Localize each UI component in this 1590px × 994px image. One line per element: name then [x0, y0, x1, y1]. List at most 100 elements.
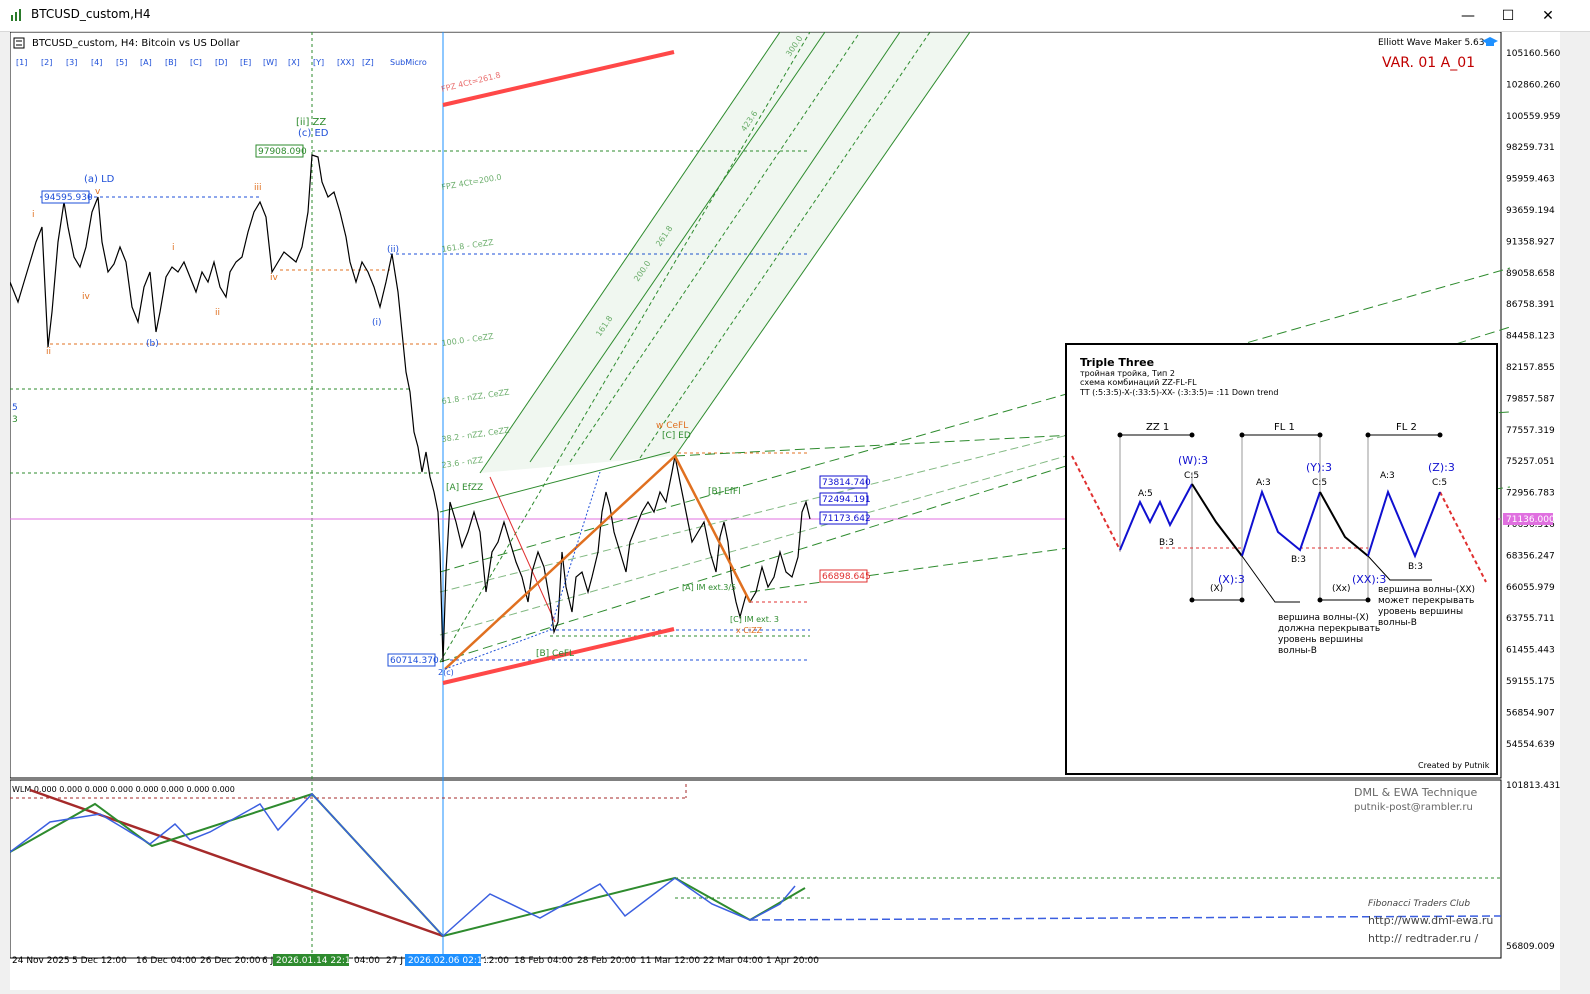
- window-title: BTCUSD_custom,H4: [31, 7, 151, 21]
- panel-subtitle: тройная тройка, Тип 2: [1080, 369, 1175, 378]
- time-highlight: 2026.02.06 02:14: [408, 956, 489, 966]
- price-tick: 84458.123: [1506, 332, 1555, 342]
- graduation-cap-icon: [1482, 37, 1498, 46]
- panel-c5c: C:5: [1432, 478, 1447, 488]
- footer-brand: DML & EWA Technique: [1354, 786, 1478, 799]
- chart-window[interactable]: FPZ 4Ct=261.8 FPZ 4Ct=200.0 161.8 - CeZZ…: [9, 31, 1561, 990]
- oscillator-label: WLM 0.000 0.000 0.000 0.000 0.000 0.000 …: [12, 785, 235, 794]
- panel-a3b: A:3: [1380, 471, 1395, 481]
- panel-z: (Z):3: [1428, 461, 1455, 474]
- wave-buttons[interactable]: [1] [2] [3] [4] [5] [A] [B] [C] [D] [E] [W] [X] [Y] […: [16, 58, 427, 67]
- wave-button[interactable]: [4]: [91, 58, 102, 67]
- time-tick: 16 Dec 04:00: [136, 956, 197, 966]
- chart-canvas[interactable]: FPZ 4Ct=261.8 FPZ 4Ct=200.0 161.8 - CeZZ…: [9, 31, 1561, 990]
- price-box-low: 60714.370: [390, 656, 439, 666]
- panel-a5: A:5: [1138, 489, 1153, 499]
- price-tick: 105160.560: [1506, 49, 1560, 59]
- price-tick: 59155.175: [1506, 677, 1555, 687]
- wave-button[interactable]: [2]: [41, 58, 52, 67]
- wave-label: 3: [12, 415, 18, 425]
- wave-label: 5: [12, 403, 18, 413]
- wave-label: [C] IM ext. 3: [730, 615, 779, 624]
- price-tick: 82157.855: [1506, 363, 1555, 373]
- chart-menu-icon[interactable]: [13, 37, 25, 49]
- app-chart-icon: [11, 9, 21, 21]
- red-trendline-top[interactable]: [442, 50, 675, 107]
- time-highlight-green: [273, 954, 349, 966]
- footer-url1[interactable]: http://www.dml-ewa.ru: [1368, 914, 1493, 927]
- panel-w: (W):3: [1178, 454, 1208, 467]
- panel-c5b: C:5: [1312, 478, 1327, 488]
- price-box-l2: 72494.191: [822, 495, 871, 505]
- panel-x: (X):3: [1218, 573, 1245, 586]
- price-box-l3: 71173.642: [822, 514, 871, 524]
- panel-note2: волны-B: [1378, 618, 1417, 628]
- wave-button[interactable]: [XX]: [337, 58, 354, 67]
- panel-note1: уровень вершины: [1278, 635, 1363, 645]
- oscillator-plot[interactable]: [9, 779, 1502, 959]
- footer-club: Fibonacci Traders Club: [1368, 899, 1470, 909]
- panel-note2: может перекрывать: [1378, 596, 1474, 606]
- price-tick: 86758.391: [1506, 300, 1555, 310]
- panel-credit: Created by Putnik: [1418, 761, 1490, 770]
- wave-button[interactable]: [C]: [190, 58, 202, 67]
- price-tick: 54554.639: [1506, 740, 1555, 750]
- panel-zz1: ZZ 1: [1146, 422, 1169, 433]
- price-tick: 75257.051: [1506, 457, 1555, 467]
- wave-button[interactable]: [X]: [288, 58, 300, 67]
- wave-button[interactable]: [D]: [215, 58, 227, 67]
- wave-button[interactable]: [W]: [263, 58, 277, 67]
- current-price: 71136.000: [1506, 515, 1555, 525]
- price-tick: 79857.587: [1506, 394, 1555, 404]
- time-tick: 1 Apr 20:00: [766, 956, 819, 966]
- panel-note1: должна перекрывать: [1278, 624, 1380, 634]
- panel-fl2: FL 2: [1396, 422, 1417, 433]
- time-scale[interactable]: 24 Nov 2025 5 Dec 12:00 16 Dec 04:00 26 Dec…: [12, 956, 819, 966]
- price-tick: 72956.783: [1506, 489, 1555, 499]
- wave-button[interactable]: [A]: [140, 58, 152, 67]
- price-scale[interactable]: 105160.560 102860.260 100559.959 98259.731 9…: [1506, 49, 1561, 750]
- osc-top-value: 101813.431: [1506, 781, 1560, 791]
- wave-label: i: [32, 210, 35, 220]
- time-tick: 12:00: [483, 956, 509, 966]
- panel-a3: A:3: [1256, 478, 1271, 488]
- time-tick: 24 Nov 2025: [12, 956, 70, 966]
- wave-label: (ii): [387, 245, 399, 255]
- wave-label: [C] ED: [662, 431, 691, 441]
- wave-button[interactable]: SubMicro: [390, 58, 427, 67]
- wave-label: [B] CeFL: [536, 649, 574, 659]
- price-tick: 66055.979: [1506, 583, 1555, 593]
- price-tick: 56854.907: [1506, 708, 1555, 718]
- panel-note2: уровень вершины: [1378, 607, 1463, 617]
- chart-info: BTCUSD_custom, H4: Bitcoin vs US Dollar: [32, 38, 240, 49]
- time-tick: 5 Dec 12:00: [72, 956, 127, 966]
- wave-button[interactable]: [Z]: [362, 58, 374, 67]
- wave-label: v: [95, 187, 101, 197]
- triple-three-panel[interactable]: Triple Three тройная тройка, Тип 2 схема…: [1065, 343, 1498, 775]
- wave-label: ii: [215, 308, 220, 318]
- maximize-button[interactable]: ☐: [1501, 8, 1515, 24]
- blue-wave-path: [444, 471, 601, 670]
- wave-button[interactable]: [Y]: [313, 58, 324, 67]
- wave-label: iii: [254, 183, 262, 193]
- osc-blue-line: [9, 792, 796, 938]
- wave-button[interactable]: [B]: [165, 58, 177, 67]
- price-tick: 98259.731: [1506, 143, 1555, 153]
- panel-c5: C:5: [1184, 471, 1199, 481]
- price-tick: 89058.658: [1506, 269, 1555, 279]
- red-trendline-bottom[interactable]: [442, 627, 675, 685]
- panel-b3: B:3: [1159, 538, 1174, 548]
- wave-label: [B] EfFl: [708, 487, 741, 497]
- footer-url2[interactable]: http:// redtrader.ru /: [1368, 932, 1479, 945]
- wave-label: w CeFL: [656, 421, 688, 431]
- wave-button[interactable]: [5]: [116, 58, 127, 67]
- close-button[interactable]: ✕: [1542, 8, 1554, 24]
- wave-button[interactable]: [3]: [66, 58, 77, 67]
- current-price-marker: [1503, 513, 1553, 525]
- wave-button[interactable]: [E]: [240, 58, 251, 67]
- time-tick: 04:00: [354, 956, 380, 966]
- minimize-button[interactable]: —: [1461, 8, 1475, 24]
- fib-channel[interactable]: [439, 31, 1511, 663]
- wave-button[interactable]: [1]: [16, 58, 27, 67]
- price-tick: 68356.247: [1506, 551, 1555, 561]
